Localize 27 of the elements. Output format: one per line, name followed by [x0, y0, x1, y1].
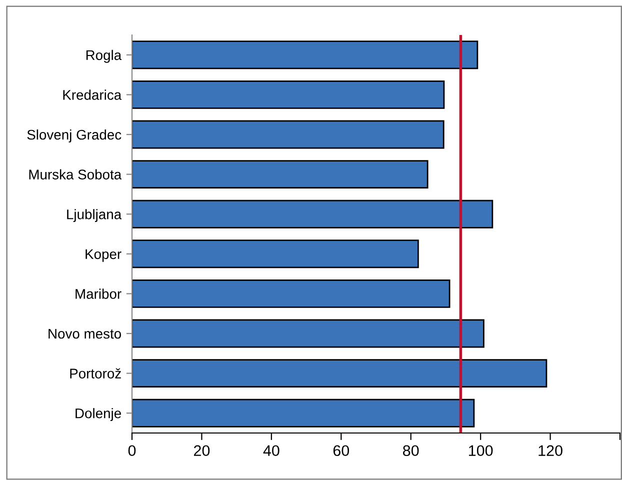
x-tick-label: 100: [468, 445, 493, 456]
y-tick-label: Novo mesto: [48, 328, 122, 339]
bar: [132, 80, 445, 109]
x-tick-label: 60: [333, 445, 350, 456]
y-tick-label: Slovenj Gradec: [27, 129, 122, 142]
x-tick-label: 120: [538, 445, 562, 456]
y-tick-label: Rogla: [86, 50, 122, 63]
x-tick-label: 20: [194, 445, 210, 456]
bar: [132, 319, 484, 348]
y-tick-label: Murska Sobota: [29, 169, 122, 180]
bar: [132, 279, 450, 308]
y-tick-label: Maribor: [76, 288, 122, 299]
bar: [132, 200, 494, 228]
x-tick-label: 80: [403, 445, 419, 456]
bar: [132, 359, 548, 388]
y-tick-label: Koper: [86, 249, 122, 262]
x-tick-label: 40: [263, 445, 280, 456]
bar: [132, 398, 475, 428]
x-tick-label: 0: [128, 445, 136, 456]
bar: [132, 40, 478, 70]
y-tick-label: Kredarica: [63, 90, 122, 100]
y-tick-label: Portorož: [70, 368, 121, 378]
y-tick-label: Dolenje: [76, 408, 121, 422]
bar: [132, 160, 428, 189]
bar: [132, 120, 444, 149]
y-tick-label: Ljubljana: [67, 209, 122, 222]
bar: [132, 240, 419, 268]
